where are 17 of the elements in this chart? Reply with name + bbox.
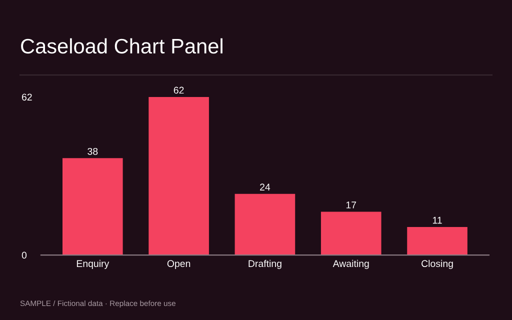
data-label: 62: [174, 86, 184, 94]
data-label: 17: [346, 202, 356, 208]
bar: [234, 194, 296, 256]
x-tick-label: Drafting: [248, 260, 282, 269]
x-tick-label: Enquiry: [76, 260, 110, 269]
x-tick-label: Open: [167, 260, 190, 269]
data-label: 11: [432, 216, 442, 224]
x-tick-label: Closing: [422, 260, 453, 269]
bar: [148, 96, 209, 256]
data-label: 38: [88, 148, 98, 155]
bar: [407, 226, 468, 256]
x-tick-label: Awaiting: [332, 260, 369, 269]
data-label: 24: [260, 184, 270, 190]
y-tick-label: 0: [22, 252, 27, 259]
chart-title: Caseload Chart Panel: [21, 38, 222, 54]
bar: [320, 212, 382, 256]
bar: [62, 158, 123, 256]
